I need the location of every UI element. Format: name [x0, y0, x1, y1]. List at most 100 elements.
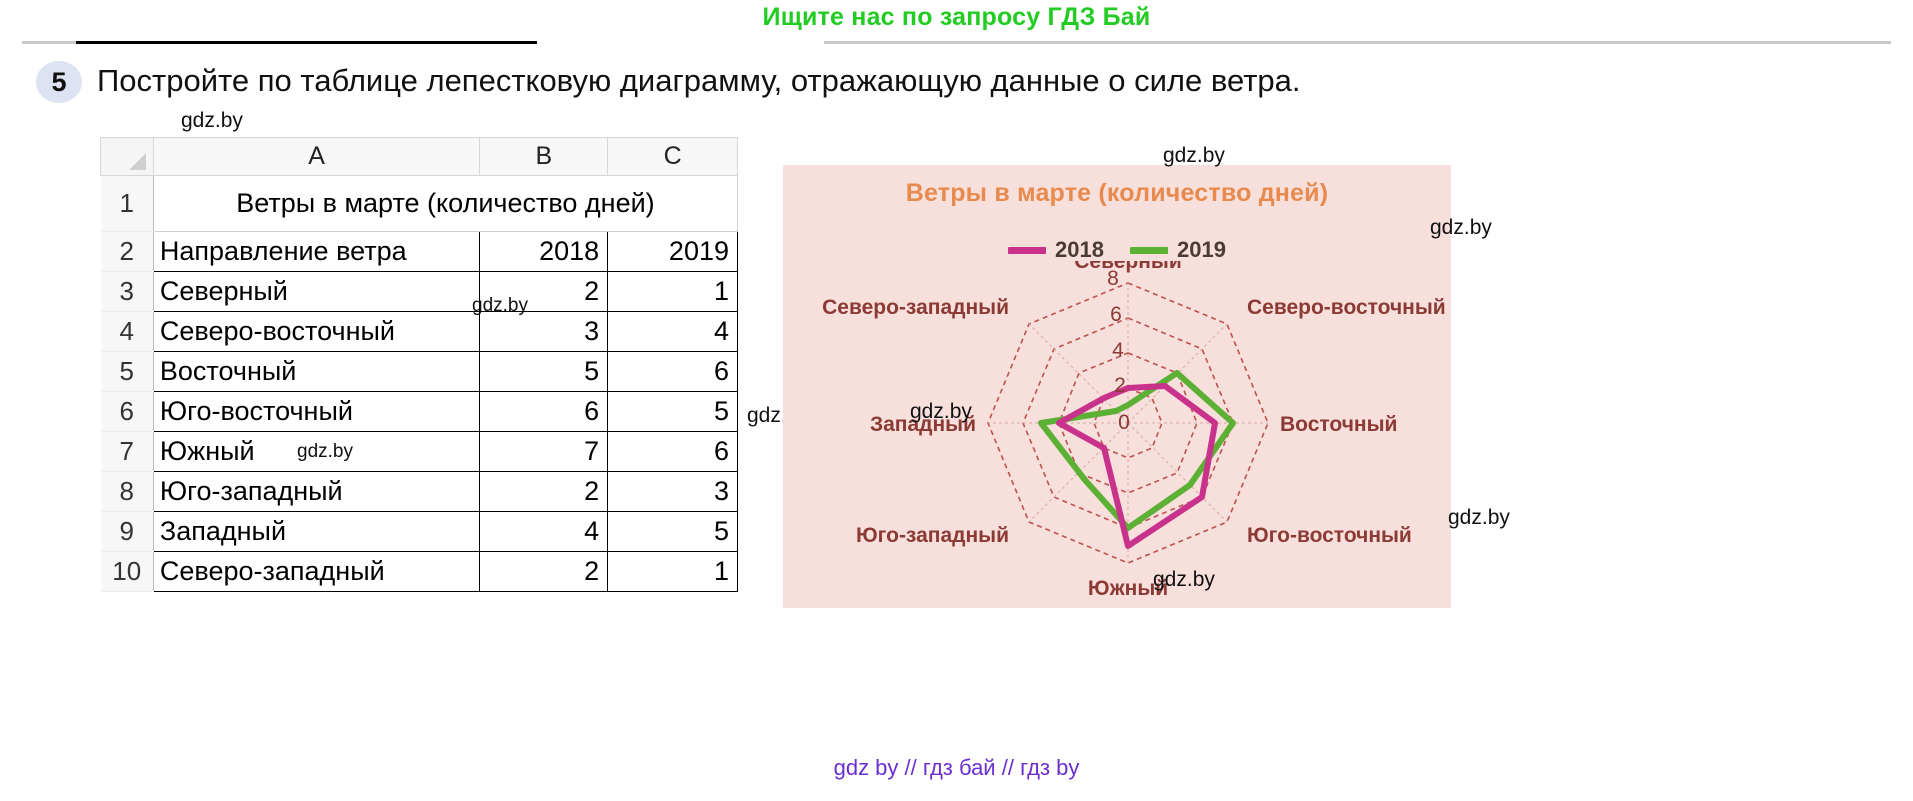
radar-label-south: Южный: [1088, 577, 1168, 600]
radar-label-northwest: Северо-западный: [822, 296, 1009, 319]
chart-title: Ветры в марте (количество дней): [905, 179, 1329, 207]
site-promo-text: Ищите нас по запросу ГДЗ Бай: [762, 2, 1151, 31]
table-row: 6 Юго-восточный 6 5: [100, 391, 738, 432]
row-header-3[interactable]: 3: [100, 271, 154, 312]
table-row: 2 Направление ветра 2018 2019: [100, 231, 738, 272]
radar-ring-8: [987, 282, 1269, 564]
task-statement: Постройте по таблице лепестковую диаграм…: [97, 63, 1301, 98]
cell-c7-value[interactable]: 6: [607, 431, 738, 472]
cell-b3-value[interactable]: 2: [479, 271, 609, 312]
divider-right: [824, 41, 1891, 44]
radar-tick-4: 4: [1112, 339, 1124, 362]
cell-c4-value[interactable]: 4: [607, 311, 738, 352]
radar-label-east: Восточный: [1280, 413, 1397, 436]
row-header-6[interactable]: 6: [100, 391, 154, 432]
task-number-badge: 5: [36, 61, 82, 103]
radar-tick-6: 6: [1110, 303, 1122, 326]
legend-label-2019: 2019: [1177, 237, 1226, 262]
footer-watermark-row: gdz by // гдз бай // гдз by: [0, 755, 1913, 781]
radar-label-west: Западный: [870, 413, 976, 436]
row-header-10[interactable]: 10: [100, 551, 154, 592]
table-row: 9 Западный 4 5: [100, 511, 738, 552]
cell-b5-value[interactable]: 5: [479, 351, 609, 392]
row-header-5[interactable]: 5: [100, 351, 154, 392]
row-header-2[interactable]: 2: [100, 231, 154, 272]
radar-series-2019: [1038, 370, 1236, 531]
radar-label-southeast: Юго-восточный: [1247, 524, 1412, 547]
cell-c2-year-2019[interactable]: 2019: [607, 231, 738, 272]
row-header-4[interactable]: 4: [100, 311, 154, 352]
table-row: 10 Северо-западный 2 1: [100, 551, 738, 592]
radar-plot-area: 8 6 4 2 0 Северный Северо-восточный Вост…: [822, 261, 1446, 600]
site-promo-banner: Ищите нас по запросу ГДЗ Бай: [0, 0, 1913, 34]
cell-b10-value[interactable]: 2: [479, 551, 609, 592]
column-header-c[interactable]: C: [607, 137, 738, 176]
cell-b8-value[interactable]: 2: [479, 471, 609, 512]
watermark-chart-top: gdz.by: [1163, 144, 1225, 167]
cell-a5-direction[interactable]: Восточный: [152, 351, 481, 392]
spreadsheet-corner-cell[interactable]: [100, 137, 154, 176]
legend-item-2019[interactable]: 2019: [1130, 237, 1226, 263]
radar-tick-8: 8: [1107, 267, 1119, 290]
cell-c3-value[interactable]: 1: [607, 271, 738, 312]
column-header-b[interactable]: B: [479, 137, 609, 176]
watermark-chart-upper-right: gdz.by: [1430, 216, 1492, 239]
cell-a2-direction-header[interactable]: Направление ветра: [152, 231, 481, 272]
radar-label-southwest: Юго-западный: [856, 524, 1009, 547]
row-header-8[interactable]: 8: [100, 471, 154, 512]
row-header-9[interactable]: 9: [100, 511, 154, 552]
row-header-1[interactable]: 1: [100, 175, 154, 232]
radar-ring-6: [1022, 317, 1234, 529]
radar-chart: Ветры в марте (количество дней) 2018 201…: [783, 165, 1451, 608]
cell-b4-value[interactable]: 3: [479, 311, 609, 352]
radar-gridlines: [987, 282, 1269, 564]
column-header-a[interactable]: A: [152, 137, 481, 176]
select-all-triangle-icon: [128, 153, 146, 170]
footer-separator-1: //: [904, 755, 917, 780]
cell-a7-direction[interactable]: Южный: [152, 431, 481, 472]
radar-category-labels: Северный Северо-восточный Восточный Юго-…: [822, 261, 1446, 600]
footer-item-2: гдз бай: [922, 755, 996, 780]
cell-a9-direction[interactable]: Западный: [152, 511, 481, 552]
legend-item-2018[interactable]: 2018: [1008, 237, 1104, 263]
watermark-row7: gdz.by: [297, 441, 353, 462]
radar-label-northeast: Северо-восточный: [1247, 296, 1446, 319]
radar-label-north: Северный: [1074, 261, 1182, 273]
cell-c5-value[interactable]: 6: [607, 351, 738, 392]
radar-series-2018: [1056, 383, 1218, 549]
row-header-7[interactable]: 7: [100, 431, 154, 472]
watermark-chart-bottom: gdz.by: [1153, 568, 1215, 591]
cell-c8-value[interactable]: 3: [607, 471, 738, 512]
cell-a4-direction[interactable]: Северо-восточный: [152, 311, 481, 352]
cell-b7-value[interactable]: 7: [479, 431, 609, 472]
cell-a1-title[interactable]: Ветры в марте (количество дней): [152, 175, 739, 232]
table-row: 3 Северный 2 1: [100, 271, 738, 312]
legend-label-2018: 2018: [1055, 237, 1104, 262]
table-row: 1 Ветры в марте (количество дней): [100, 175, 739, 232]
divider-left: [76, 41, 537, 44]
radar-tick-2: 2: [1114, 374, 1126, 397]
table-row: 4 Северо-восточный 3 4: [100, 311, 738, 352]
table-row: 5 Восточный 5 6: [100, 351, 738, 392]
spreadsheet-table: A B C 1 Ветры в марте (количество дней) …: [100, 137, 739, 592]
cell-b6-value[interactable]: 6: [479, 391, 609, 432]
legend-swatch-2019: [1130, 246, 1168, 254]
radar-tick-0: 0: [1118, 411, 1130, 434]
radar-tick-labels: 8 6 4 2 0: [1107, 267, 1130, 434]
cell-c10-value[interactable]: 1: [607, 551, 738, 592]
cell-c6-value[interactable]: 5: [607, 391, 738, 432]
cell-b2-year-2018[interactable]: 2018: [479, 231, 609, 272]
cell-a6-direction[interactable]: Юго-восточный: [152, 391, 481, 432]
cell-a8-direction[interactable]: Юго-западный: [152, 471, 481, 512]
watermark-chart-left: gdz.by: [910, 400, 972, 423]
cell-a10-direction[interactable]: Северо-западный: [152, 551, 481, 592]
cell-c9-value[interactable]: 5: [607, 511, 738, 552]
watermark-above-table: gdz.by: [181, 109, 243, 132]
cell-a3-direction[interactable]: Северный: [152, 271, 481, 312]
footer-item-3: гдз by: [1020, 755, 1080, 780]
footer-item-1: gdz by: [833, 755, 899, 780]
cell-b9-value[interactable]: 4: [479, 511, 609, 552]
watermark-row3: gdz.by: [472, 295, 528, 316]
spreadsheet-column-header-row: A B C: [100, 137, 738, 176]
